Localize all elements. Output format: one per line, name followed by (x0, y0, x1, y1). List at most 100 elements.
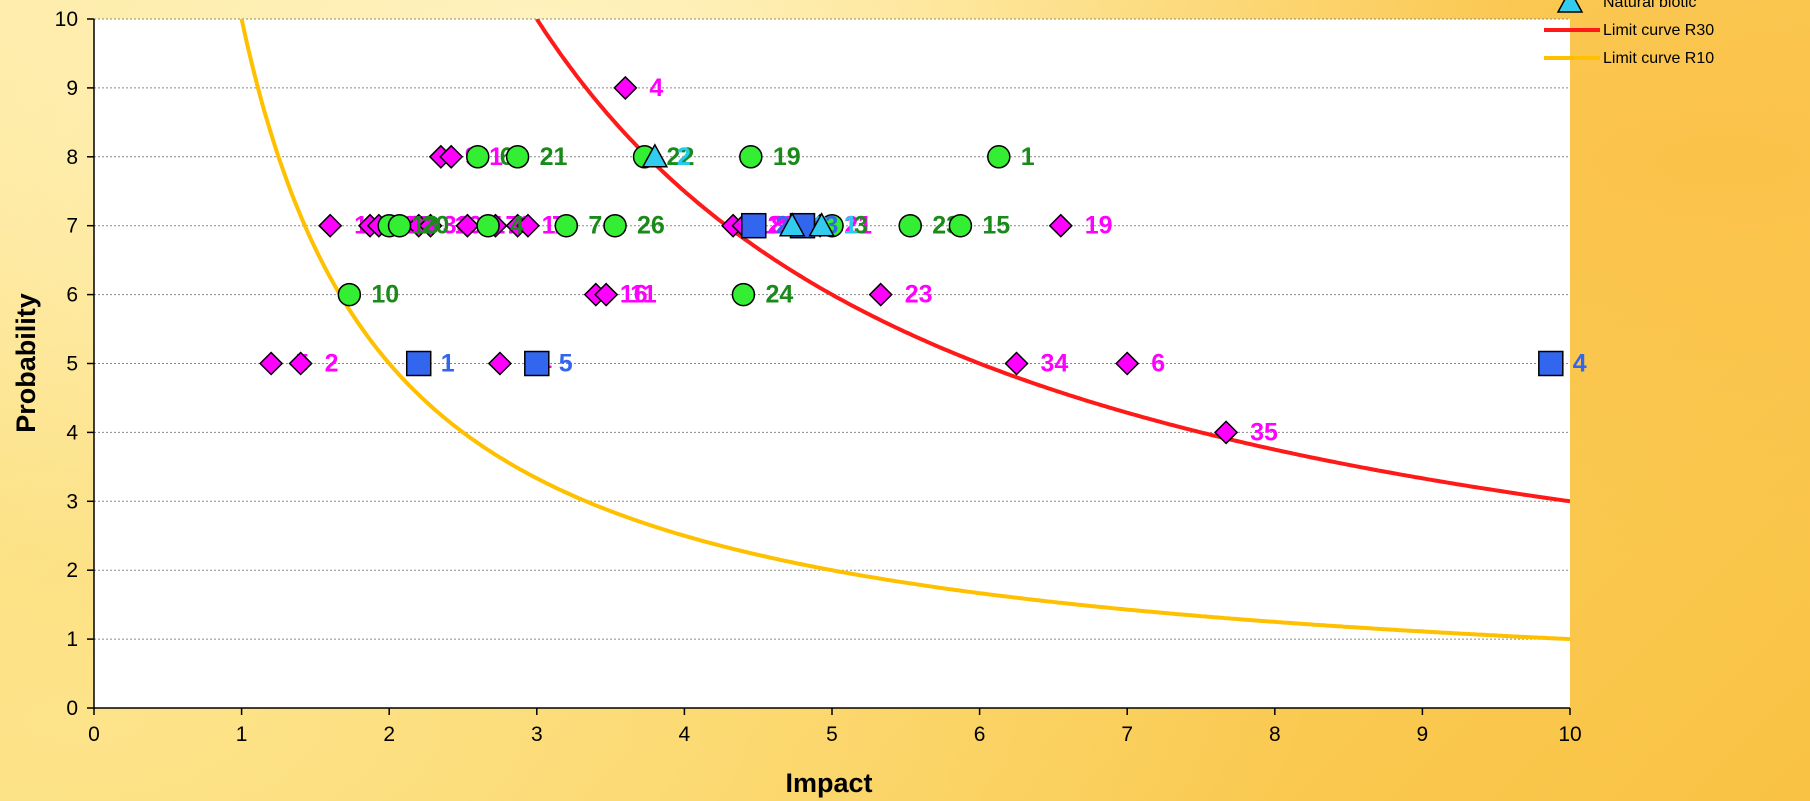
square-point (741, 212, 767, 239)
diamond-point (418, 213, 443, 238)
data-label: 2 (325, 350, 339, 378)
square-point (524, 350, 550, 377)
limit-curves (239, 19, 1570, 642)
circle-point (337, 282, 362, 307)
circle-point (603, 213, 627, 238)
data-label: 35 (1250, 418, 1278, 446)
data-label: 1 (441, 350, 455, 378)
y-tick-label-2: 2 (66, 559, 78, 582)
x-tick-label-4: 4 (679, 723, 691, 746)
series-circle: 6212219113204726323151024 (337, 143, 1035, 309)
data-label: 1 (844, 212, 858, 240)
x-tick-label-0: 0 (88, 723, 100, 746)
diamond-point (1115, 351, 1140, 376)
data-points: 4931130253310178127182021191611235224346… (259, 74, 1587, 446)
legend-label: Limit curve R10 (1603, 50, 1714, 67)
legend-label: Natural biotic (1603, 0, 1696, 11)
y-tick-label-1: 1 (66, 628, 78, 651)
data-label: 3 (854, 212, 868, 240)
data-label: 20 (422, 212, 450, 240)
data-label: 19 (773, 143, 801, 171)
data-label: 6 (1151, 350, 1165, 378)
circle-point (987, 145, 1011, 169)
diamond-point (594, 282, 619, 307)
circle-point (739, 145, 763, 169)
square-point (405, 350, 432, 377)
diamond-point (613, 75, 638, 100)
data-label: 19 (1085, 212, 1113, 240)
y-tick-label-8: 8 (66, 146, 78, 169)
data-label: 34 (1041, 350, 1069, 378)
x-tick-label-1: 1 (236, 723, 248, 746)
circle-point (387, 213, 412, 238)
x-tick-label-7: 7 (1121, 723, 1133, 746)
triangle-point (808, 212, 835, 237)
curve-limit-curve-r10 (239, 19, 1570, 642)
y-tick-label-7: 7 (66, 215, 78, 238)
data-label: 16 (620, 281, 648, 309)
data-label: 15 (982, 212, 1010, 240)
diamond-point (288, 351, 313, 376)
diamond-point (1048, 213, 1073, 238)
circle-point (731, 282, 756, 307)
circle-point (554, 213, 579, 238)
data-label: 23 (905, 281, 933, 309)
y-tick-label-4: 4 (66, 421, 78, 444)
data-label: 11 (630, 281, 657, 309)
data-label: 4 (649, 74, 663, 102)
data-label: 22 (667, 143, 695, 171)
x-tick-label-5: 5 (826, 723, 838, 746)
diamond-point (318, 213, 343, 238)
legend-label: Limit curve R30 (1603, 22, 1714, 39)
y-tick-label-10: 10 (55, 8, 78, 31)
circle-point (898, 213, 922, 238)
data-label: 21 (540, 143, 568, 171)
triangle-point (641, 143, 669, 168)
gridlines (94, 18, 1570, 708)
circle-point (476, 213, 500, 238)
x-tick-label-2: 2 (383, 723, 395, 746)
circle-point (505, 145, 530, 169)
circle-point (466, 145, 490, 169)
data-label: 4 (1573, 350, 1587, 378)
y-tick-label-6: 6 (66, 284, 78, 307)
data-label: 26 (637, 212, 665, 240)
y-tick-label-5: 5 (66, 353, 78, 376)
data-label: 21 (844, 212, 872, 240)
diamond-point (1004, 351, 1029, 376)
circle-point (948, 213, 973, 238)
diamond-point (455, 213, 480, 238)
x-tick-label-9: 9 (1417, 723, 1429, 746)
data-label: 13 (411, 212, 439, 240)
axes (87, 18, 1571, 715)
data-label: 2 (677, 143, 691, 171)
x-tick-label-6: 6 (974, 723, 986, 746)
diamond-point (868, 282, 893, 307)
data-label: 5 (559, 350, 573, 378)
x-tick-label-3: 3 (531, 723, 543, 746)
y-tick-label-0: 0 (66, 697, 78, 720)
legend: Natural biotic Limit curve R30 Limit curve… (1544, 0, 1714, 67)
y-tick-label-3: 3 (66, 490, 78, 513)
square-point (1538, 350, 1564, 377)
data-label: 1 (1021, 143, 1035, 171)
diamond-point (515, 213, 541, 238)
diamond-point (487, 351, 512, 376)
x-tick-label-10: 10 (1558, 723, 1581, 746)
curve-limit-curve-r30 (535, 19, 1570, 504)
diamond-point (259, 351, 284, 376)
data-label: 24 (765, 281, 793, 309)
y-tick-label-9: 9 (66, 77, 78, 100)
legend-marker-triangle (1556, 0, 1584, 13)
diamond-point (439, 144, 464, 169)
diamond-point (1214, 420, 1239, 445)
y-axis-title: Probability (11, 293, 41, 433)
data-label: 4 (510, 212, 524, 240)
x-axis-title: Impact (785, 768, 872, 798)
data-label: 10 (371, 281, 399, 309)
data-label: 7 (588, 212, 602, 240)
series-triangle: 231 (641, 143, 858, 240)
x-tick-label-8: 8 (1269, 723, 1281, 746)
